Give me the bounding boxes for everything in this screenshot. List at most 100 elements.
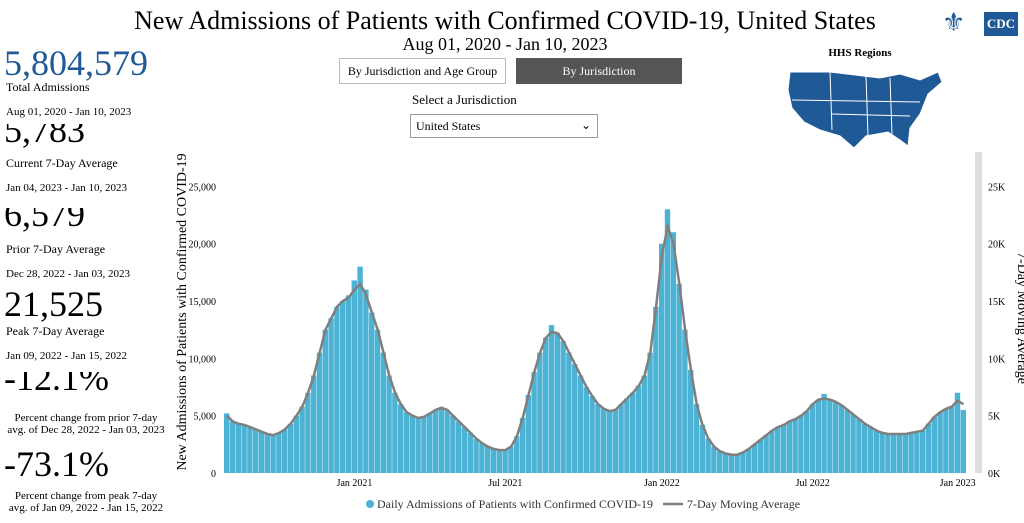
bar xyxy=(751,444,758,473)
cdc-logo: CDC xyxy=(984,12,1018,36)
bar xyxy=(821,393,827,473)
x-tick-label: Jul 2021 xyxy=(488,478,522,489)
bar xyxy=(322,329,328,473)
bar xyxy=(746,448,752,473)
bar xyxy=(531,372,537,473)
scrollbar xyxy=(975,152,982,473)
bar xyxy=(879,432,885,473)
bar xyxy=(722,453,729,473)
kpi-period: Dec 28, 2022 - Jan 03, 2023 xyxy=(6,268,131,280)
kpi-value: 21,525 xyxy=(4,284,103,324)
hhs-map: HHS Regions xyxy=(787,47,943,149)
dropdown-arrow: ⌄ xyxy=(580,118,591,132)
bar xyxy=(496,450,502,473)
tab-button[interactable]: By Jurisdiction xyxy=(516,58,682,84)
x-tick-label: Jan 2021 xyxy=(337,478,373,489)
kpi-value-text: -12.1% xyxy=(4,372,109,396)
bar xyxy=(548,325,555,473)
bar xyxy=(461,427,468,473)
legend-label: Daily Admissions of Patients with Confir… xyxy=(377,497,653,511)
hhs-logo: ⚜ xyxy=(942,8,966,37)
bar xyxy=(258,431,265,473)
bar xyxy=(270,435,276,473)
bar xyxy=(264,434,270,473)
bar xyxy=(438,407,444,473)
bar xyxy=(386,375,392,473)
bar xyxy=(885,434,891,473)
bar xyxy=(450,415,456,473)
bar xyxy=(914,431,920,473)
bar xyxy=(792,419,798,473)
bar xyxy=(844,409,850,473)
bar xyxy=(525,395,531,473)
bar xyxy=(931,416,937,473)
bar xyxy=(345,295,352,473)
bar xyxy=(427,413,433,473)
jurisdiction-select[interactable]: United States ⌄ xyxy=(410,114,598,138)
y-tick-label: 20,000 xyxy=(189,240,217,251)
bar xyxy=(769,430,775,473)
bar xyxy=(519,417,526,473)
bar xyxy=(409,415,415,473)
kpi-value: 6,579 xyxy=(4,208,85,232)
bar xyxy=(554,333,560,473)
x-tick-label: Jan 2023 xyxy=(940,478,976,489)
bar xyxy=(293,415,299,473)
bar xyxy=(763,435,769,473)
bar xyxy=(229,421,236,473)
bar xyxy=(641,375,647,473)
select-label: Select a Jurisdiction xyxy=(412,92,517,107)
bar xyxy=(311,375,317,473)
title: New Admissions of Patients with Confirme… xyxy=(134,6,876,35)
bar xyxy=(757,439,763,473)
legend-label: 7-Day Moving Average xyxy=(687,497,800,511)
bar xyxy=(809,404,816,473)
bar xyxy=(838,405,845,473)
bar xyxy=(688,369,694,473)
bar xyxy=(305,392,311,473)
bar xyxy=(276,432,282,473)
bar xyxy=(693,404,700,473)
bar xyxy=(908,432,914,473)
bar xyxy=(485,446,491,473)
bar xyxy=(287,423,294,473)
bar xyxy=(705,438,711,473)
bar xyxy=(421,416,427,473)
bar xyxy=(537,352,543,473)
kpi-value-text: 5,783 xyxy=(4,124,85,148)
bar xyxy=(351,280,357,473)
bar xyxy=(670,232,676,473)
bar xyxy=(224,413,230,473)
y2-tick-label: 5K xyxy=(988,412,1001,423)
bar xyxy=(862,423,868,473)
bar xyxy=(456,421,462,473)
bar xyxy=(780,424,787,473)
y2-tick-label: 25K xyxy=(988,182,1006,193)
bar xyxy=(328,318,334,473)
bar xyxy=(253,429,259,473)
bar xyxy=(583,387,589,473)
y-tick-label: 25,000 xyxy=(189,182,217,193)
bar xyxy=(490,448,497,473)
bar xyxy=(502,450,508,473)
bar xyxy=(392,392,398,473)
bar xyxy=(937,412,943,473)
bar xyxy=(566,352,572,473)
tab-button[interactable]: By Jurisdiction and Age Group xyxy=(339,58,506,84)
bar xyxy=(560,341,566,473)
kpi-period: Jan 04, 2023 - Jan 10, 2023 xyxy=(6,182,127,194)
x-tick-label: Jan 2022 xyxy=(644,478,680,489)
kpi-value: 5,804,579 xyxy=(4,43,148,83)
bar xyxy=(740,452,746,473)
bar xyxy=(676,283,682,473)
bar xyxy=(595,404,601,473)
bar xyxy=(653,306,659,473)
bar xyxy=(804,411,810,473)
us-map xyxy=(787,71,943,149)
bar xyxy=(467,432,473,473)
bar xyxy=(369,312,375,473)
bar xyxy=(925,423,932,473)
x-tick-label: Jul 2022 xyxy=(796,478,830,489)
bar xyxy=(612,409,618,473)
